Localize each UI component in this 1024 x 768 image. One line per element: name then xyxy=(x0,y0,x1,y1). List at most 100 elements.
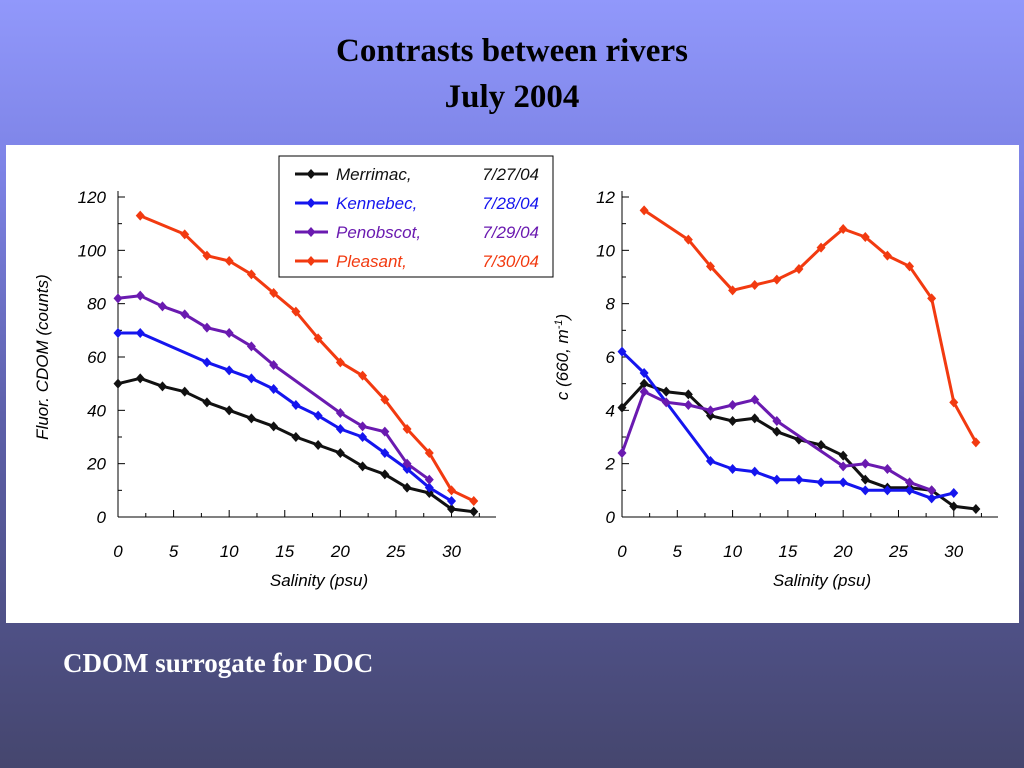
legend-date: 7/29/04 xyxy=(482,223,539,242)
series-merrimac xyxy=(113,373,479,517)
data-point xyxy=(424,474,434,485)
data-point xyxy=(224,328,234,338)
legend-entry: Penobscot, 7/29/04 xyxy=(295,223,539,242)
data-point xyxy=(639,205,649,216)
chart-2: 0 2 4 6 8 10 12 0 5 10 15 20 25 30 Salinity (psu) c (66… xyxy=(553,188,998,590)
data-point xyxy=(838,450,848,461)
data-point xyxy=(313,333,323,344)
legend-marker xyxy=(306,227,316,237)
data-point xyxy=(927,485,937,496)
y-tick-label: 40 xyxy=(87,401,106,420)
data-point xyxy=(750,394,760,405)
x-tick-label: 0 xyxy=(113,542,123,561)
data-point xyxy=(905,261,915,272)
series-pleasant xyxy=(135,210,479,506)
data-point xyxy=(402,424,412,434)
data-point xyxy=(113,328,123,338)
y-axis-label: c (660, m-1) xyxy=(553,314,572,400)
data-point xyxy=(728,464,738,474)
data-point xyxy=(949,501,959,512)
data-point xyxy=(135,210,145,221)
data-point xyxy=(202,322,212,333)
data-point xyxy=(447,504,457,514)
data-point xyxy=(617,402,627,413)
x-tick-label: 0 xyxy=(617,542,627,561)
data-point xyxy=(750,413,760,424)
data-point xyxy=(469,496,479,506)
series-penobscot xyxy=(617,386,937,496)
y-tick-label: 12 xyxy=(596,188,615,207)
data-point xyxy=(772,416,782,426)
legend-name: Kennebec, xyxy=(336,194,417,213)
chart-1: 0 20 40 60 80 100 120 0 5 10 15 20 25 30 Salinity (psu… xyxy=(33,188,496,590)
data-point xyxy=(358,370,368,381)
data-point xyxy=(705,405,715,416)
data-point xyxy=(380,394,390,405)
slide-title-line-1: Contrasts between rivers xyxy=(336,33,688,69)
data-point xyxy=(728,285,738,296)
data-point xyxy=(269,384,279,394)
data-point xyxy=(291,306,301,317)
data-point xyxy=(639,378,649,389)
x-tick-label: 5 xyxy=(169,542,179,561)
data-point xyxy=(113,378,123,389)
data-point xyxy=(905,477,915,488)
legend-entry: Merrimac, 7/27/04 xyxy=(295,165,539,184)
y-tick-label: 120 xyxy=(78,188,107,207)
series-pleasant xyxy=(639,205,981,448)
series-line xyxy=(620,350,955,500)
y-tick-label: 8 xyxy=(606,295,616,314)
data-point xyxy=(291,432,301,442)
legend-date: 7/28/04 xyxy=(482,194,539,213)
data-point xyxy=(927,493,937,504)
data-point xyxy=(447,496,457,506)
data-point xyxy=(424,482,434,493)
data-point xyxy=(860,474,870,485)
legend-date: 7/27/04 xyxy=(482,165,539,184)
data-point xyxy=(246,341,256,352)
data-point xyxy=(246,413,256,424)
data-point xyxy=(291,400,301,410)
x-tick-label: 10 xyxy=(220,542,239,561)
data-point xyxy=(661,386,671,397)
data-point xyxy=(358,421,368,432)
x-tick-label: 20 xyxy=(330,542,350,561)
y-tick-label: 4 xyxy=(606,401,615,420)
data-point xyxy=(860,458,870,469)
data-point xyxy=(246,269,256,280)
data-point xyxy=(135,373,145,384)
legend-marker xyxy=(306,256,316,266)
legend-name: Penobscot, xyxy=(336,223,421,242)
data-point xyxy=(380,426,390,437)
y-tick-label: 80 xyxy=(87,295,106,314)
data-point xyxy=(683,389,693,400)
legend-marker xyxy=(306,198,316,208)
data-point xyxy=(728,400,738,410)
data-point xyxy=(927,293,937,304)
series-penobscot xyxy=(113,290,434,485)
series-kennebec xyxy=(113,328,457,506)
y-tick-label: 0 xyxy=(97,508,107,527)
data-point xyxy=(949,488,959,498)
data-point xyxy=(135,290,145,301)
data-point xyxy=(705,261,715,272)
x-axis-label: Salinity (psu) xyxy=(270,571,368,590)
data-point xyxy=(157,301,167,312)
data-point xyxy=(313,440,323,450)
data-point xyxy=(358,461,368,472)
data-point xyxy=(617,448,627,458)
data-point xyxy=(180,229,190,240)
data-point xyxy=(335,448,345,458)
x-tick-label: 30 xyxy=(442,542,461,561)
data-point xyxy=(728,416,738,426)
data-point xyxy=(816,440,826,450)
y-tick-label: 10 xyxy=(596,241,615,260)
y-tick-label: 20 xyxy=(86,455,106,474)
data-point xyxy=(313,410,323,421)
data-point xyxy=(180,386,190,397)
slide-title-line-2: July 2004 xyxy=(444,79,580,115)
data-point xyxy=(772,274,782,285)
x-tick-label: 20 xyxy=(833,542,853,561)
x-tick-label: 10 xyxy=(723,542,742,561)
